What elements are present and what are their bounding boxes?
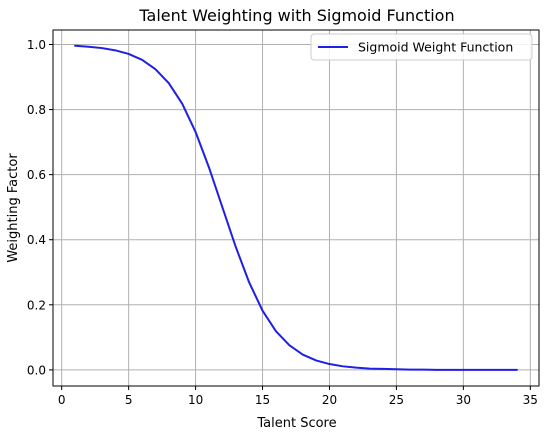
plot-area	[52, 29, 540, 387]
x-tick-label: 20	[322, 393, 337, 407]
y-tick-label: 0.4	[27, 233, 46, 247]
x-tick-label: 0	[58, 393, 66, 407]
y-tick-label: 0.0	[27, 363, 46, 377]
y-tick-label: 0.2	[27, 298, 46, 312]
grid	[53, 30, 539, 386]
series-line	[74, 44, 518, 371]
y-tick-label: 0.8	[27, 103, 46, 117]
tick-labels: 0 5 10 15 20 25 30 35 0.0 0.2 0.4 0.6 0.8 1.0	[27, 38, 538, 407]
x-tick-label: 25	[389, 393, 404, 407]
y-axis-label: Weighting Factor	[6, 153, 21, 263]
axis-ticks	[49, 43, 531, 390]
x-tick-label: 10	[188, 393, 203, 407]
legend-box	[310, 33, 533, 61]
x-tick-label: 15	[255, 393, 270, 407]
y-tick-label: 1.0	[27, 38, 46, 52]
legend: Sigmoid Weight Function	[310, 33, 533, 61]
legend-label: Sigmoid Weight Function	[358, 40, 513, 55]
x-axis-label: Talent Score	[256, 416, 336, 431]
x-tick-label: 30	[456, 393, 471, 407]
x-tick-label: 35	[523, 393, 538, 407]
chart-title: Talent Weighting with Sigmoid Function	[138, 6, 454, 25]
y-tick-label: 0.6	[27, 168, 46, 182]
series-layer	[74, 44, 518, 371]
x-tick-label: 5	[125, 393, 133, 407]
